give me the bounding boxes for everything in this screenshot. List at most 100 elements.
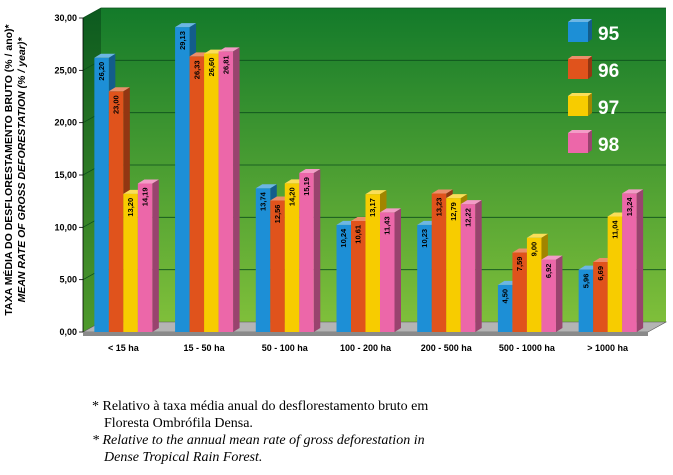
legend-label-96: 96: [598, 61, 619, 82]
bar-value-label: 13,23: [434, 198, 443, 217]
bar-top-96-4: [431, 189, 453, 194]
y-tick-label: 0,00: [59, 327, 77, 337]
y-tick-label: 25,00: [54, 65, 77, 75]
bar-value-label: 11,43: [383, 216, 392, 234]
bar-value-label: 12,22: [463, 208, 472, 227]
legend-swatch-side-97: [588, 93, 592, 116]
bar-95-6: [578, 269, 594, 332]
y-axis-title: TAXA MÉDIA DO DESFLORESTAMENTO BRUTO (% …: [2, 23, 15, 315]
legend-swatch-98: [568, 133, 588, 153]
bar-value-label: 9,00: [530, 242, 539, 257]
bar-top-98-0: [137, 179, 159, 184]
bar-96-4: [431, 193, 447, 332]
x-tick-label: 200 - 500 ha: [421, 343, 473, 353]
bar-top-98-4: [460, 200, 482, 205]
x-tick-label: 50 - 100 ha: [262, 343, 309, 353]
bar-value-label: 10,61: [354, 225, 363, 244]
x-tick-label: 15 - 50 ha: [184, 343, 226, 353]
bar-value-label: 6,92: [544, 264, 553, 279]
bar-98-5: [541, 259, 556, 332]
legend: 95 96 97 98: [568, 19, 620, 156]
bar-value-label: 15,19: [302, 177, 311, 196]
bar-side-98-4: [475, 200, 482, 332]
y-tick-label: 15,00: [54, 170, 77, 180]
bar-side-98-3: [394, 208, 401, 332]
bar-95-0: [94, 57, 109, 332]
bar-top-96-0: [108, 87, 130, 92]
legend-label-95: 95: [598, 24, 620, 45]
legend-label-97: 97: [598, 98, 619, 119]
bar-value-label: 10,24: [339, 228, 348, 248]
legend-swatch-top-98: [568, 130, 592, 133]
bar-side-98-2: [313, 169, 321, 332]
bar-95-1: [175, 27, 190, 333]
bar-98-1: [218, 51, 234, 332]
legend-swatch-top-96: [568, 56, 592, 59]
bar-value-label: 10,23: [420, 229, 429, 248]
footnote-pt-line2: Floresta Ombrófila Densa.: [104, 416, 253, 431]
bar-97-6: [607, 216, 623, 332]
bar-value-label: 29,13: [178, 31, 187, 50]
bar-98-3: [380, 212, 395, 332]
bar-value-label: 12,56: [273, 205, 282, 224]
bar-96-3: [351, 220, 366, 332]
x-tick-label: < 15 ha: [108, 343, 140, 353]
bar-top-97-5: [526, 233, 548, 238]
bar-96-0: [108, 91, 124, 333]
footnotes: * Relativo à taxa média anual do desflor…: [92, 398, 652, 466]
bar-98-0: [137, 183, 153, 332]
bar-top-98-2: [299, 169, 321, 174]
legend-swatch-top-95: [568, 19, 592, 22]
x-tick-label: 100 - 200 ha: [340, 343, 392, 353]
bar-top-98-3: [380, 208, 401, 213]
bar-top-98-6: [622, 189, 644, 194]
bar-97-2: [284, 183, 300, 332]
bar-top-98-5: [541, 255, 563, 260]
y-tick-label: 20,00: [54, 118, 77, 128]
bar-chart: 26,20 23,00 13,20 14,19 29,13 26,33 26,60 26,81…: [2, 7, 668, 353]
bar-96-2: [270, 200, 285, 332]
bar-value-label: 12,79: [449, 202, 458, 221]
bar-96-6: [593, 261, 608, 332]
bar-value-label: 23,00: [112, 95, 121, 114]
bar-value-label: 13,17: [368, 198, 377, 217]
y-tick-label: 10,00: [54, 222, 77, 232]
bar-95-5: [497, 284, 513, 332]
legend-swatch-95: [568, 22, 588, 42]
bar-97-4: [446, 198, 461, 332]
bar-95-3: [336, 224, 351, 332]
bar-top-95-0: [94, 53, 116, 58]
y-tick-label: 30,00: [54, 13, 77, 23]
bar-value-label: 13,24: [625, 197, 634, 217]
x-tick-label: > 1000 ha: [587, 343, 629, 353]
bar-98-6: [622, 193, 637, 332]
bar-top-97-4: [446, 194, 468, 199]
bar-top-98-1: [218, 47, 240, 52]
bar-value-label: 4,50: [501, 289, 510, 304]
bar-97-5: [526, 237, 542, 332]
bar-98-4: [460, 204, 476, 332]
x-tick-label: 500 - 1000 ha: [499, 343, 556, 353]
legend-swatch-side-96: [588, 56, 592, 79]
bar-side-98-1: [233, 47, 240, 332]
y-tick-label: 5,00: [59, 275, 77, 285]
bar-value-label: 7,59: [515, 257, 524, 272]
bar-value-label: 14,20: [288, 187, 297, 206]
bar-97-3: [365, 194, 380, 332]
bar-95-4: [417, 224, 432, 332]
legend-swatch-97: [568, 96, 588, 116]
legend-swatch-side-98: [588, 130, 592, 153]
bar-value-label: 5,96: [581, 274, 590, 289]
legend-label-98: 98: [598, 135, 619, 156]
bar-value-label: 13,20: [126, 198, 135, 217]
bar-value-label: 26,20: [97, 62, 106, 81]
bar-top-95-1: [175, 23, 197, 28]
bar-97-1: [204, 53, 219, 332]
legend-swatch-96: [568, 59, 588, 79]
y-axis-title-en: MEAN RATE OF GROSS DEFORESTATION (% / ye…: [16, 37, 28, 303]
bar-side-98-5: [555, 255, 563, 332]
floor-edge: [83, 332, 648, 336]
bar-97-0: [123, 193, 138, 332]
bar-value-label: 13,74: [259, 191, 268, 211]
footnote-en-line1: * Relative to the annual mean rate of gr…: [92, 433, 425, 448]
